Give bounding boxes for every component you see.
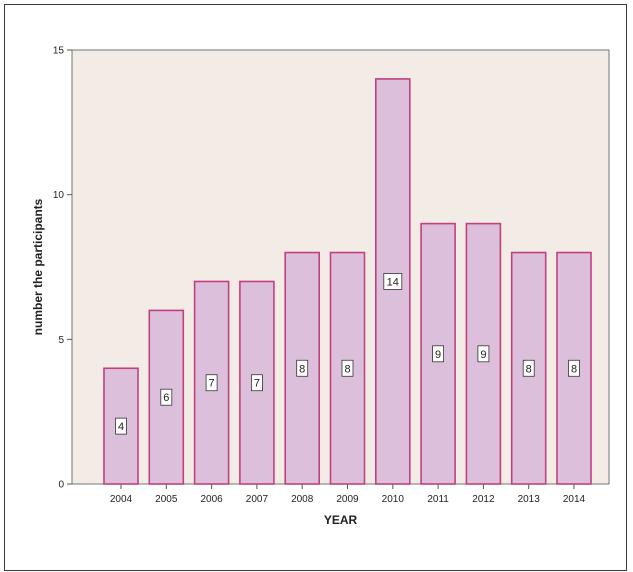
data-label: 8 — [571, 363, 577, 375]
data-label-box — [383, 273, 403, 290]
x-tick-label: 2010 — [382, 494, 405, 505]
data-label-box — [250, 374, 263, 392]
y-tick-label: 15 — [53, 46, 65, 57]
data-label: 8 — [299, 363, 305, 375]
data-label: 8 — [344, 363, 350, 375]
x-tick-label: 2004 — [110, 494, 133, 505]
x-axis-title: YEAR — [324, 513, 358, 527]
data-label-box — [296, 359, 309, 377]
data-label: 7 — [254, 378, 260, 390]
data-label-box — [115, 417, 127, 435]
x-tick-label: 2007 — [246, 494, 269, 505]
x-tick-label: 2006 — [200, 494, 223, 505]
x-tick-label: 2012 — [472, 494, 495, 505]
data-label-box — [477, 345, 490, 363]
data-label-box — [568, 359, 580, 377]
y-tick-label: 0 — [58, 480, 64, 491]
data-label: 7 — [209, 378, 215, 390]
data-label-box — [432, 345, 445, 363]
data-label: 8 — [526, 363, 532, 375]
x-tick-label: 2013 — [518, 494, 541, 505]
x-axis: 2004 2005 2006 2007 2008 2009 2010 2011 2012 2013… — [110, 484, 586, 505]
y-tick-label: 10 — [53, 190, 65, 201]
y-axis: 0 5 10 15 — [53, 46, 72, 491]
data-label: 9 — [435, 349, 441, 361]
y-tick-label: 5 — [58, 335, 64, 346]
data-label-box — [160, 388, 173, 406]
data-label: 4 — [118, 421, 124, 433]
data-label-box — [205, 374, 218, 392]
x-tick-label: 2005 — [155, 494, 178, 505]
bars-group: 4 6 7 7 8 8 14 9 9 8 8 — [103, 78, 592, 485]
data-label: 14 — [387, 276, 399, 288]
y-axis-title: number the participants — [31, 198, 45, 335]
bar-2012 — [465, 222, 502, 485]
x-tick-label: 2011 — [427, 494, 449, 505]
data-label: 6 — [163, 392, 169, 404]
data-label-box — [341, 359, 354, 377]
chart-frame: 0 5 10 15 2004 2005 2006 2007 2008 2009 2010 2011 2… — [4, 4, 627, 571]
x-tick-label: 2014 — [563, 494, 586, 505]
x-tick-label: 2008 — [291, 494, 314, 505]
data-label-box — [522, 359, 535, 377]
data-label: 9 — [480, 349, 486, 361]
x-tick-label: 2009 — [336, 494, 359, 505]
